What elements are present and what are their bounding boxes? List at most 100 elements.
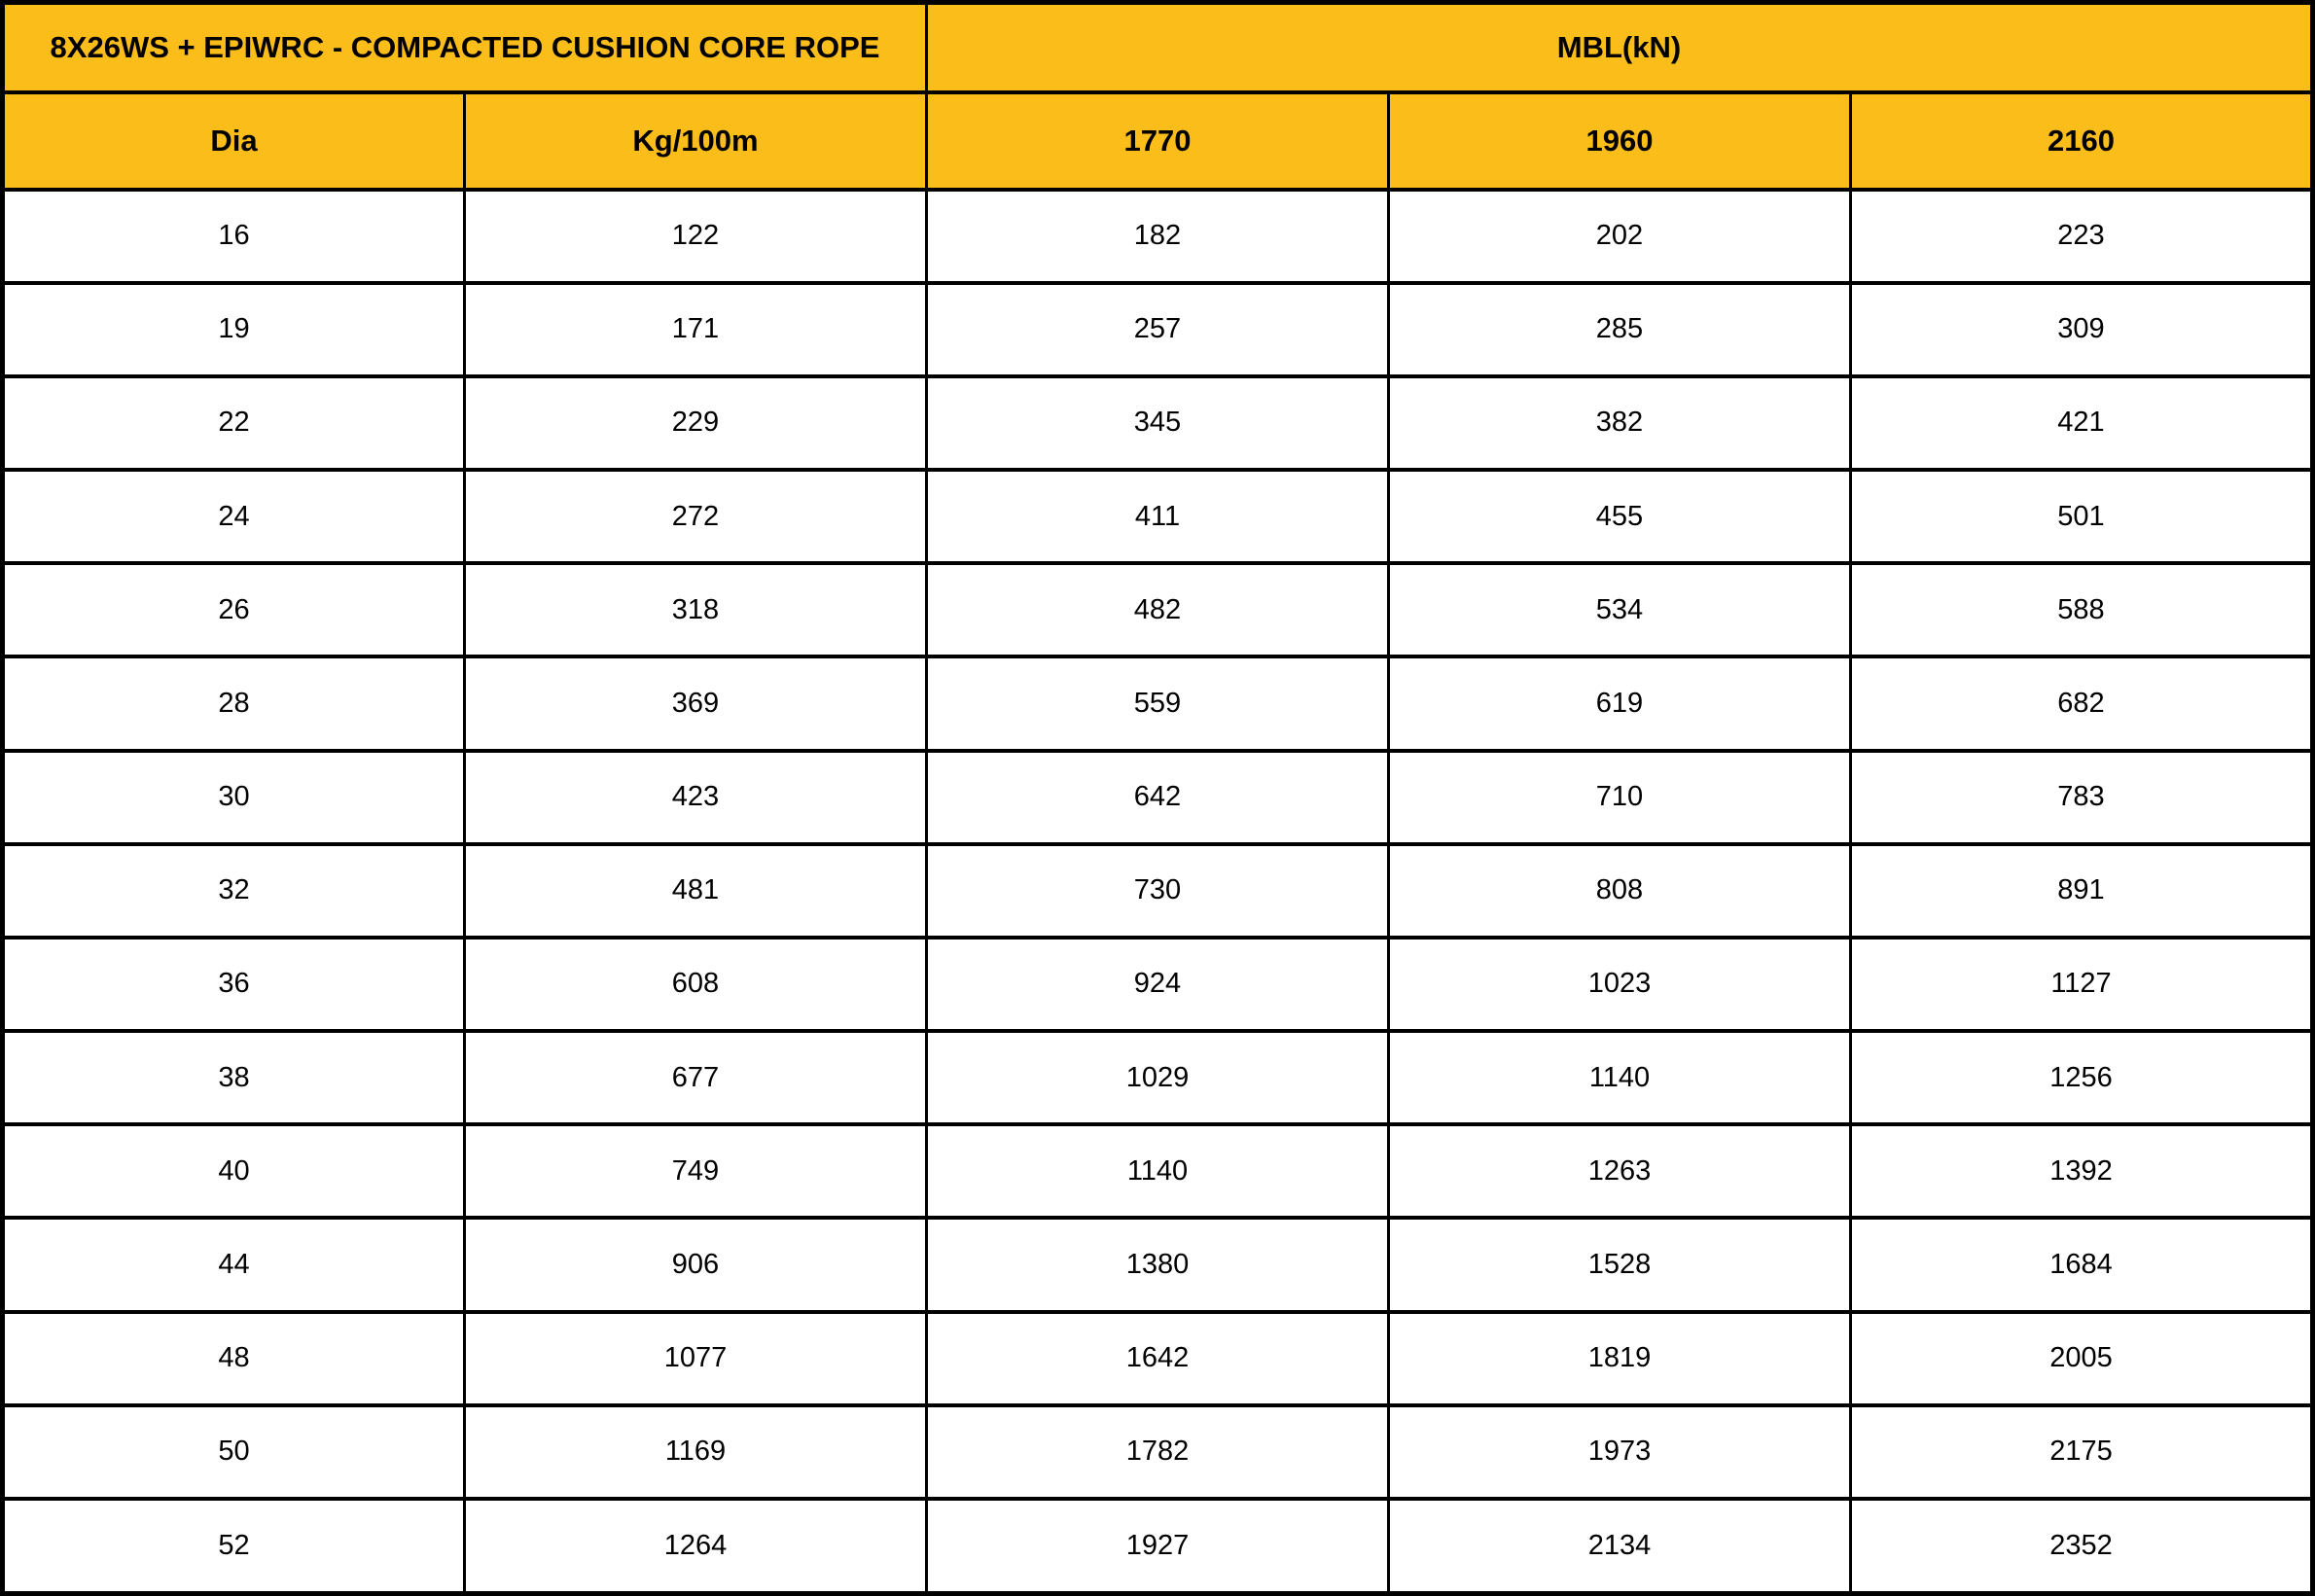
table-cell: 171 [463, 280, 928, 378]
table-cell: 22 [1, 373, 466, 473]
table-cell: 423 [463, 748, 928, 846]
table-row: 16 122 182 202 223 [1, 187, 2314, 285]
table-cell: 1973 [1387, 1402, 1852, 1501]
table-cell: 182 [925, 187, 1390, 285]
table-cell: 1264 [463, 1496, 928, 1596]
table-row: 24 272 411 455 501 [1, 468, 2314, 566]
table-cell: 783 [1849, 748, 2314, 846]
table-row: 36 608 924 1023 1127 [1, 935, 2314, 1034]
table-cell: 28 [1, 655, 466, 753]
table-row: 50 1169 1782 1973 2175 [1, 1402, 2314, 1501]
table-cell: 40 [1, 1122, 466, 1221]
table-row: 30 423 642 710 783 [1, 748, 2314, 846]
table-cell: 52 [1, 1496, 466, 1596]
table-cell: 229 [463, 373, 928, 473]
table-cell: 1140 [1387, 1029, 1852, 1127]
table-cell: 411 [925, 468, 1390, 566]
table-cell: 309 [1849, 280, 2314, 378]
table-cell: 2005 [1849, 1309, 2314, 1407]
table-cell: 588 [1849, 561, 2314, 659]
table-cell: 1819 [1387, 1309, 1852, 1407]
table-cell: 272 [463, 468, 928, 566]
table-cell: 382 [1387, 373, 1852, 473]
table-cell: 682 [1849, 655, 2314, 753]
table-cell: 749 [463, 1122, 928, 1221]
table-cell: 36 [1, 935, 466, 1034]
table-row: 52 1264 1927 2134 2352 [1, 1496, 2314, 1596]
table-cell: 1380 [925, 1216, 1390, 1314]
table-cell: 202 [1387, 187, 1852, 285]
table-cell: 32 [1, 841, 466, 940]
table-row: 32 481 730 808 891 [1, 841, 2314, 940]
table-cell: 16 [1, 187, 466, 285]
mbl-group-header: MBL(kN) [925, 0, 2314, 94]
table-header: 8X26WS + EPIWRC - COMPACTED CUSHION CORE… [1, 0, 2314, 192]
table-cell: 44 [1, 1216, 466, 1314]
table-cell: 19 [1, 280, 466, 378]
table-cell: 891 [1849, 841, 2314, 940]
table-cell: 421 [1849, 373, 2314, 473]
column-header-row: Dia Kg/100m 1770 1960 2160 [1, 89, 2314, 192]
table-cell: 1127 [1849, 935, 2314, 1034]
table-cell: 318 [463, 561, 928, 659]
column-header-1770: 1770 [925, 89, 1390, 192]
table-row: 19 171 257 285 309 [1, 280, 2314, 378]
table-cell: 534 [1387, 561, 1852, 659]
table-cell: 223 [1849, 187, 2314, 285]
table-cell: 1029 [925, 1029, 1390, 1127]
table-cell: 677 [463, 1029, 928, 1127]
table-cell: 924 [925, 935, 1390, 1034]
table-cell: 2134 [1387, 1496, 1852, 1596]
table-cell: 1927 [925, 1496, 1390, 1596]
table-cell: 38 [1, 1029, 466, 1127]
table-cell: 906 [463, 1216, 928, 1314]
table-cell: 2175 [1849, 1402, 2314, 1501]
table-cell: 122 [463, 187, 928, 285]
column-header-2160: 2160 [1849, 89, 2314, 192]
table-cell: 1642 [925, 1309, 1390, 1407]
table-row: 44 906 1380 1528 1684 [1, 1216, 2314, 1314]
table-cell: 2352 [1849, 1496, 2314, 1596]
table-cell: 642 [925, 748, 1390, 846]
table-cell: 1263 [1387, 1122, 1852, 1221]
table-row: 40 749 1140 1263 1392 [1, 1122, 2314, 1221]
table-cell: 1169 [463, 1402, 928, 1501]
table-cell: 257 [925, 280, 1390, 378]
table-cell: 710 [1387, 748, 1852, 846]
table-cell: 1140 [925, 1122, 1390, 1221]
table-cell: 26 [1, 561, 466, 659]
table-cell: 455 [1387, 468, 1852, 566]
table-cell: 50 [1, 1402, 466, 1501]
group-header-row: 8X26WS + EPIWRC - COMPACTED CUSHION CORE… [1, 0, 2314, 94]
table-cell: 369 [463, 655, 928, 753]
table-row: 48 1077 1642 1819 2005 [1, 1309, 2314, 1407]
table-title: 8X26WS + EPIWRC - COMPACTED CUSHION CORE… [1, 0, 928, 94]
column-header-dia: Dia [1, 89, 466, 192]
table-cell: 24 [1, 468, 466, 566]
table-cell: 501 [1849, 468, 2314, 566]
table-cell: 1392 [1849, 1122, 2314, 1221]
table-cell: 608 [463, 935, 928, 1034]
table-cell: 808 [1387, 841, 1852, 940]
table-cell: 1684 [1849, 1216, 2314, 1314]
table-cell: 48 [1, 1309, 466, 1407]
table-cell: 559 [925, 655, 1390, 753]
table-cell: 482 [925, 561, 1390, 659]
table-row: 38 677 1029 1140 1256 [1, 1029, 2314, 1127]
column-header-kg100m: Kg/100m [463, 89, 928, 192]
table-cell: 1023 [1387, 935, 1852, 1034]
column-header-1960: 1960 [1387, 89, 1852, 192]
table-cell: 285 [1387, 280, 1852, 378]
table-cell: 730 [925, 841, 1390, 940]
table-cell: 1077 [463, 1309, 928, 1407]
table-row: 22 229 345 382 421 [1, 373, 2314, 473]
table-cell: 345 [925, 373, 1390, 473]
table-cell: 619 [1387, 655, 1852, 753]
table-row: 28 369 559 619 682 [1, 655, 2314, 753]
table-cell: 1256 [1849, 1029, 2314, 1127]
table-cell: 481 [463, 841, 928, 940]
table-cell: 30 [1, 748, 466, 846]
table-cell: 1782 [925, 1402, 1390, 1501]
table-row: 26 318 482 534 588 [1, 561, 2314, 659]
